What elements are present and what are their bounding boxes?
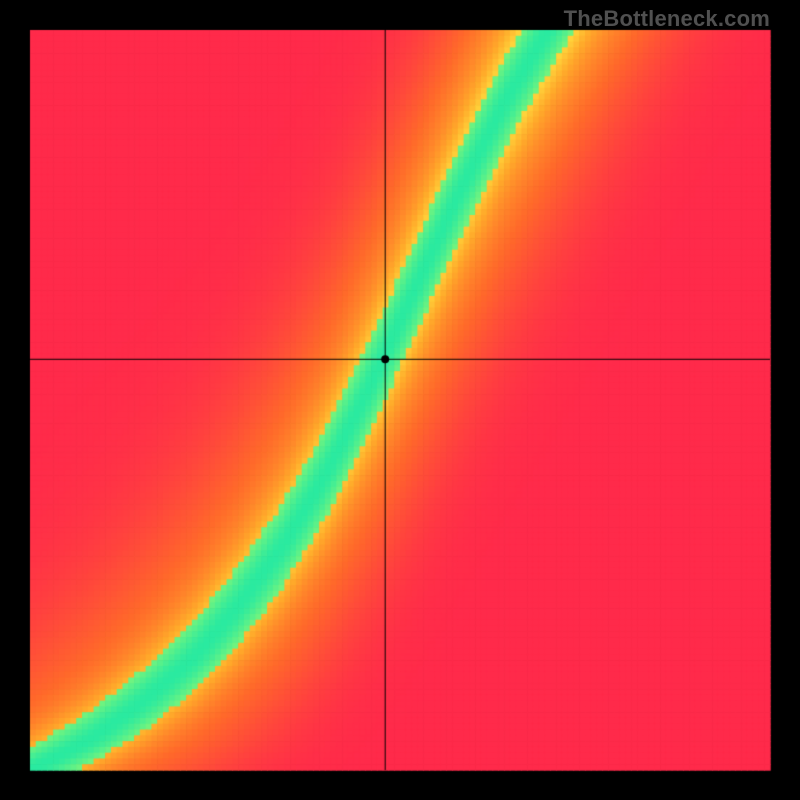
- bottleneck-heatmap: [0, 0, 800, 800]
- chart-container: TheBottleneck.com: [0, 0, 800, 800]
- watermark-text: TheBottleneck.com: [564, 6, 770, 32]
